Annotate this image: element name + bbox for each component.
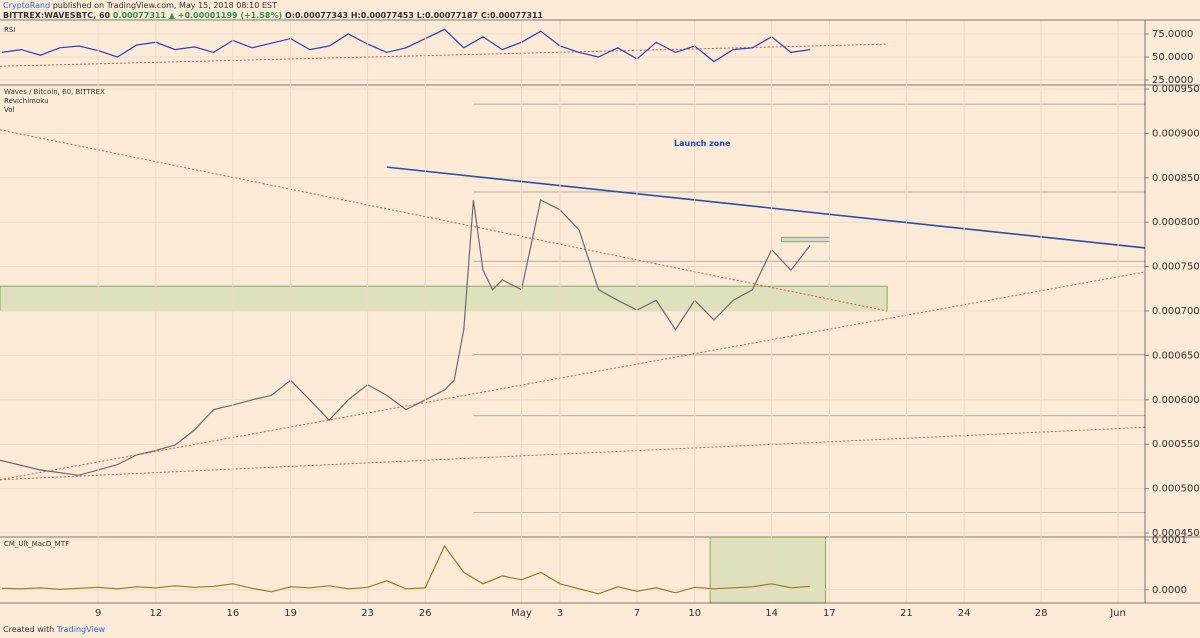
published: published on TradingView.com, May 15, 20… — [52, 1, 277, 10]
x-tick-label: 3 — [557, 608, 563, 619]
symbol: BITTREX:WAVESBTC, 60 — [3, 11, 111, 20]
y-tick-label: 0.00095000 — [1152, 84, 1200, 95]
y-tick-label: 0.00065000 — [1152, 350, 1200, 361]
indicator-label: Vol — [4, 106, 15, 114]
x-tick-label: 24 — [958, 608, 971, 619]
trend-line — [386, 166, 1146, 249]
indicator-label: Revichimoku — [4, 97, 49, 105]
footer-brand[interactable]: TradingView — [56, 625, 106, 634]
x-tick-label: 21 — [900, 608, 913, 619]
y-tick-label: 0.00080000 — [1152, 217, 1200, 228]
trend-line — [0, 426, 1146, 481]
y-tick-label: 0.00085000 — [1152, 173, 1200, 184]
y-tick-label: 0.00075000 — [1152, 262, 1200, 273]
series-line — [1, 28, 811, 63]
x-tick-label: 10 — [688, 608, 701, 619]
annotation: Launch zone — [674, 139, 731, 148]
y-tick-label: 75.0000 — [1152, 29, 1193, 40]
zone — [780, 236, 830, 243]
ohlc: O:0.00077343 H:0.00077453 L:0.00077187 C… — [284, 11, 544, 20]
footer: Created with TradingView — [3, 625, 105, 635]
x-tick-label: 16 — [226, 608, 239, 619]
x-tick-label: 26 — [419, 608, 432, 619]
series-line — [0, 199, 811, 476]
y-tick-label: 0.00060000 — [1152, 395, 1200, 406]
x-tick-label: 17 — [823, 608, 836, 619]
zone — [0, 285, 888, 312]
y-tick-label: 0.0000 — [1152, 585, 1187, 596]
y-tick-label: 0.00055000 — [1152, 439, 1200, 450]
x-tick-label: 12 — [150, 608, 163, 619]
symbol-line: BITTREX:WAVESBTC, 60 0.00077311 ▲ +0.000… — [3, 11, 543, 21]
x-tick-label: 19 — [284, 608, 297, 619]
y-tick-label: 0.00070000 — [1152, 306, 1200, 317]
x-tick-label: 23 — [361, 608, 374, 619]
y-tick-label: 0.00045000 — [1152, 528, 1200, 539]
rsi-label: RSI — [4, 26, 16, 34]
y-tick-label: 0.00050000 — [1152, 484, 1200, 495]
y-tick-label: 0.0001 — [1152, 535, 1187, 546]
x-tick-label: 28 — [1035, 608, 1048, 619]
y-tick-label: 0.00090000 — [1152, 128, 1200, 139]
x-tick-label: 7 — [634, 608, 640, 619]
y-tick-label: 25.0000 — [1152, 75, 1193, 86]
price: 0.00077311 — [112, 11, 167, 20]
author[interactable]: CryptoRand — [3, 1, 51, 10]
x-tick-label: 9 — [95, 608, 101, 619]
macd-label: CM_Ult_MacD_MTF — [4, 540, 70, 548]
change: ▲ +0.00001199 (+1.58%) — [168, 11, 283, 20]
x-tick-label: 14 — [765, 608, 778, 619]
x-tick-label: May — [511, 608, 532, 619]
zone — [709, 536, 826, 604]
trend-line — [0, 129, 888, 312]
header-line: CryptoRand published on TradingView.com,… — [3, 1, 277, 11]
footer-text: Created with — [3, 625, 55, 634]
series-line — [1, 544, 811, 595]
y-tick-label: 50.0000 — [1152, 52, 1193, 63]
trend-line — [0, 271, 1146, 481]
series-label: Waves / Bitcoin, 60, BITTREX — [4, 88, 105, 96]
x-tick-label: Jun — [1109, 608, 1126, 619]
